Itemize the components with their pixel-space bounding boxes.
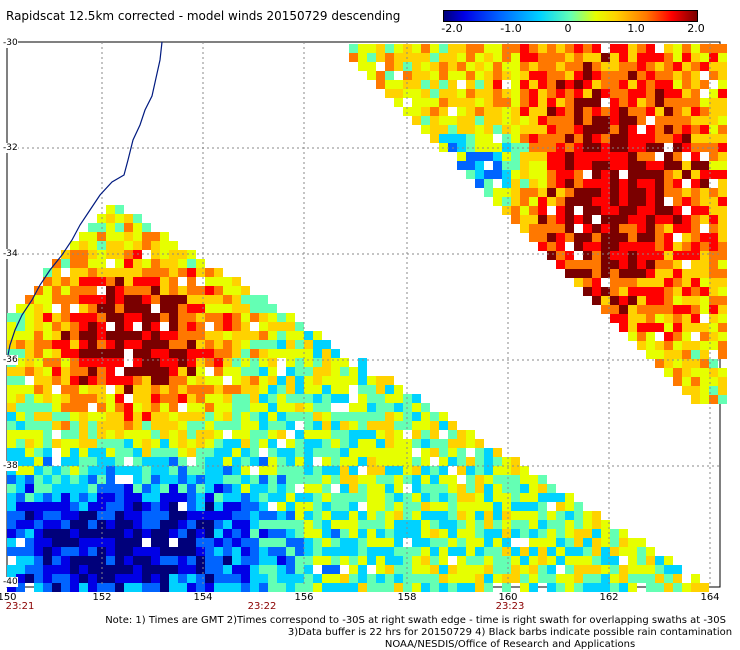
lon-label: 152 (92, 592, 112, 603)
lat-label: -30 (3, 38, 18, 48)
colorbar-tick-label: -2.0 (441, 22, 463, 35)
swath-time-label: 23:22 (247, 601, 277, 612)
lat-label: -36 (3, 355, 18, 365)
map-title: Rapidscat 12.5km corrected - model winds… (6, 9, 401, 23)
colorbar-tick-label: 1.0 (627, 22, 645, 35)
note-line-2: 3)Data buffer is 22 hrs for 20150729 4) … (287, 627, 733, 638)
colorbar-tick-label: 2.0 (687, 22, 705, 35)
lon-label: 156 (294, 592, 314, 603)
swath-time-label: 23:21 (5, 601, 35, 612)
note-line-3: NOAA/NESDIS/Office of Research and Appli… (384, 639, 636, 650)
lat-label: -32 (3, 143, 18, 153)
note-line-1: Note: 1) Times are GMT 2)Times correspon… (105, 615, 726, 626)
lat-lon-grid (7, 42, 720, 587)
lon-label: 164 (700, 592, 720, 603)
colorbar-tick-label: -1.0 (500, 22, 522, 35)
lat-label: -38 (3, 461, 18, 471)
swath-cells (7, 44, 727, 592)
lon-label: 160 (498, 592, 518, 603)
lon-label: 154 (193, 592, 213, 603)
coastline (6, 41, 163, 361)
colorbar (443, 10, 698, 22)
colorbar-tick-label: 0 (564, 22, 572, 35)
lon-label: 158 (397, 592, 417, 603)
lon-label: 162 (599, 592, 619, 603)
lon-label: 150 (0, 592, 17, 603)
lat-label: -40 (3, 577, 18, 587)
lat-label: -34 (3, 249, 18, 259)
swath-time-label: 23:23 (495, 601, 525, 612)
